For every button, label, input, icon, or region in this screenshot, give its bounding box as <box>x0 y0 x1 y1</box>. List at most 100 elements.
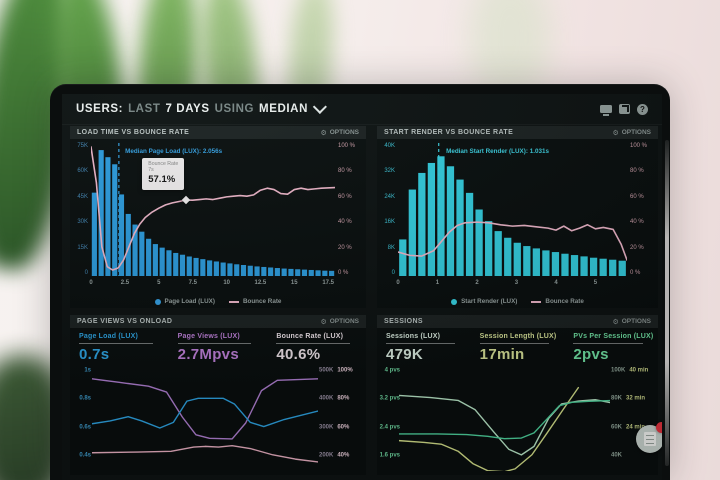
y-axis-left: 1s 0.8s 0.6s 0.4s <box>73 367 91 471</box>
metric-sessions: Sessions (LUX) 479K <box>377 330 471 366</box>
topbar-icons: ? <box>600 103 648 116</box>
y-axis-right: 500K 100% 400K 80% 300K 60% 200K 40% <box>319 367 363 471</box>
tooltip-sublabel: 7s <box>148 167 154 174</box>
y-tick: 0.8s <box>79 395 91 402</box>
display-icon[interactable] <box>600 105 612 116</box>
message-icon <box>644 432 656 446</box>
y-tick: 60K <box>611 424 623 431</box>
metric-session-length: Session Length (LUX) 17min <box>471 330 565 366</box>
chevron-down-icon[interactable] <box>312 99 327 114</box>
legend-label: Page Load (LUX) <box>164 298 215 305</box>
y-tick: 100 % <box>338 143 356 149</box>
line-marker-icon <box>531 300 542 303</box>
metric-underline <box>386 343 456 344</box>
topbar: USERS: LAST 7 DAYS USING MEDIAN ? <box>62 94 662 125</box>
y-tick: 40% <box>337 452 350 459</box>
y-tick: 40 % <box>338 219 352 226</box>
topbar-title-metric: MEDIAN <box>259 103 308 115</box>
bezel-reflection <box>665 140 669 466</box>
options-button[interactable]: ⚙ OPTIONS <box>320 318 359 326</box>
legend-item[interactable]: Page Load (LUX) <box>154 298 215 305</box>
y-tick: 1s <box>84 367 91 374</box>
panel-load-time: LOAD TIME VS BOUNCE RATE ⚙ OPTIONS 75K 6… <box>70 126 366 308</box>
topbar-title-range: 7 DAYS <box>165 103 210 115</box>
y-tick: 100% <box>337 367 353 374</box>
y-tick: 40K <box>384 143 395 149</box>
legend-item[interactable]: Bounce Rate <box>228 298 281 305</box>
y-tick: 0.6s <box>79 424 91 431</box>
gear-icon: ⚙ <box>612 317 619 326</box>
metric-bounce-rate: Bounce Rate (LUX) 40.6% <box>267 330 366 366</box>
y-axis-right: 100 % 80 % 60 % 40 % 20 % 0 % <box>338 143 364 276</box>
legend-item[interactable]: Bounce Rate <box>531 298 584 305</box>
panel-page-views-header: PAGE VIEWS VS ONLOAD ⚙ OPTIONS <box>70 315 366 328</box>
sessions-chart[interactable] <box>399 370 610 471</box>
legend-item[interactable]: Start Render (LUX) <box>451 298 517 305</box>
y-tick: 80K <box>611 395 623 402</box>
x-tick: 2.5 <box>120 280 130 286</box>
x-tick: 5 <box>157 280 161 286</box>
metric-row: Sessions (LUX) 479K Session Length (LUX)… <box>377 330 658 366</box>
options-label: OPTIONS <box>329 129 359 136</box>
tooltip-value: 57.1% <box>148 173 176 185</box>
start-render-chart[interactable]: Median Start Render (LUX): 1.031s <box>398 143 627 276</box>
median-annotation: Median Start Render (LUX): 1.031s <box>446 148 549 155</box>
y-tick: 100 % <box>630 143 648 149</box>
y-axis-left: 4 pvs 3.2 pvs 2.4 pvs 1.6 pvs <box>379 368 400 471</box>
metric-underline <box>79 343 153 344</box>
tooltip-label: Bounce Rate <box>148 160 179 167</box>
topbar-title-last: LAST <box>128 103 161 115</box>
metric-page-load: Page Load (LUX) 0.7s <box>70 330 169 366</box>
panel-load-time-header: LOAD TIME VS BOUNCE RATE ⚙ OPTIONS <box>70 126 366 139</box>
topbar-title-users: USERS: <box>76 103 124 115</box>
gear-icon: ⚙ <box>612 128 619 137</box>
metric-label: Bounce Rate (LUX) <box>276 333 344 340</box>
y-tick: 0 % <box>630 269 641 276</box>
page-views-chart[interactable] <box>92 370 318 471</box>
chat-button[interactable] <box>636 422 662 453</box>
laptop: USERS: LAST 7 DAYS USING MEDIAN ? LOAD T… <box>50 84 670 480</box>
y-tick: 3.2 pvs <box>379 395 400 402</box>
x-tick: 17.5 <box>322 280 334 286</box>
median-annotation: Median Page Load (LUX): 2.056s <box>125 148 223 155</box>
x-tick: 4 <box>554 280 558 286</box>
x-axis: 0 2.5 5 7.5 10 12.5 15 17.5 <box>89 280 335 288</box>
x-tick: 15 <box>290 280 298 286</box>
dot-marker-icon <box>451 298 458 305</box>
y-tick: 500K <box>319 367 334 374</box>
options-label: OPTIONS <box>621 318 651 325</box>
metric-page-views: Page Views (LUX) 2.7Mpvs <box>169 330 268 366</box>
panel-title: PAGE VIEWS VS ONLOAD <box>77 318 173 325</box>
dashboard-screen: USERS: LAST 7 DAYS USING MEDIAN ? LOAD T… <box>62 94 662 480</box>
metric-label: Sessions (LUX) <box>386 333 441 340</box>
panel-start-render-header: START RENDER VS BOUNCE RATE ⚙ OPTIONS <box>377 126 658 139</box>
y-tick: 24K <box>384 193 395 200</box>
plant-leaf <box>470 0 550 95</box>
gear-icon: ⚙ <box>320 317 327 326</box>
y-tick: 40 % <box>630 219 644 226</box>
y-tick: 60 % <box>338 193 352 200</box>
y-tick: 15K <box>77 244 88 251</box>
y-tick: 60K <box>77 168 88 175</box>
x-tick: 0 <box>89 280 93 286</box>
x-tick: 1 <box>435 280 440 286</box>
options-button[interactable]: ⚙ OPTIONS <box>612 129 651 137</box>
notification-badge <box>656 422 662 433</box>
metric-underline <box>177 343 252 344</box>
load-time-chart[interactable]: Median Page Load (LUX): 2.056s Bounce Ra… <box>91 143 335 276</box>
metric-label: Page Load (LUX) <box>79 333 139 340</box>
metric-value: 2.7Mpvs <box>177 346 239 363</box>
share-icon[interactable] <box>619 104 630 114</box>
y-tick: 16K <box>384 219 395 226</box>
legend: Page Load (LUX) Bounce Rate <box>70 298 366 305</box>
y-tick: 60 % <box>630 193 644 200</box>
options-button[interactable]: ⚙ OPTIONS <box>612 318 651 326</box>
y-axis-left: 75K 60K 45K 30K 15K 0 <box>72 143 88 276</box>
legend-label: Bounce Rate <box>545 298 584 305</box>
options-button[interactable]: ⚙ OPTIONS <box>320 129 359 137</box>
help-icon[interactable]: ? <box>637 103 648 115</box>
y-tick: 80 % <box>630 168 644 175</box>
panel-sessions: SESSIONS ⚙ OPTIONS Sessions (LUX) 479K <box>377 315 658 475</box>
metric-underline <box>276 343 350 344</box>
